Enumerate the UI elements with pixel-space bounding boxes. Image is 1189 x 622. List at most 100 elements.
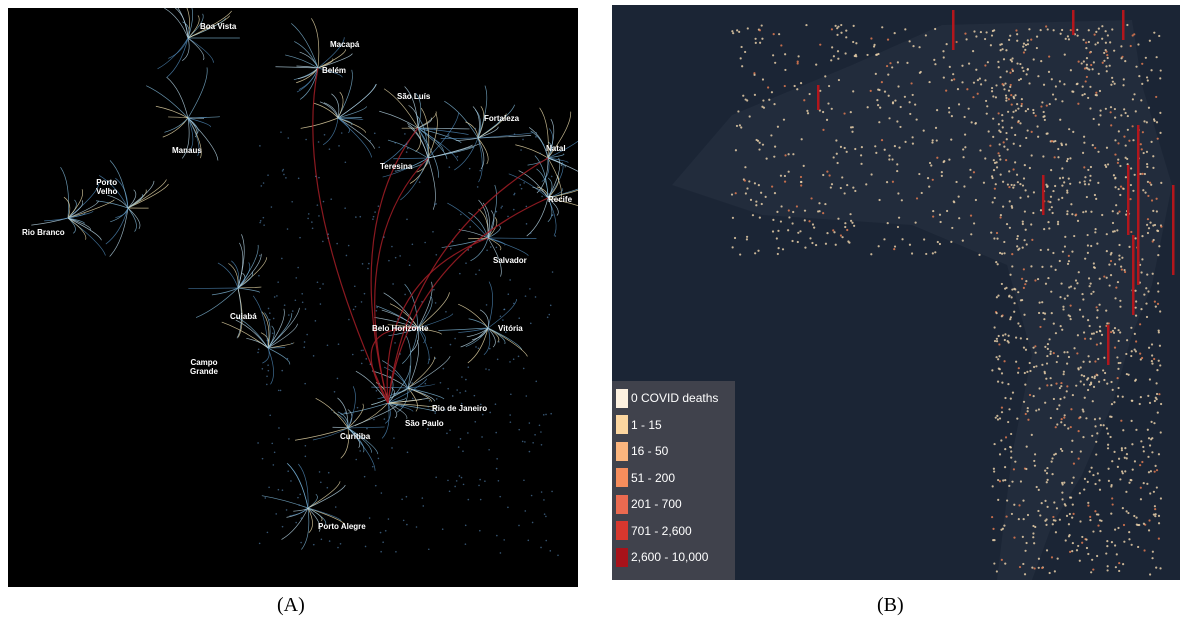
dot [266,375,268,377]
dot [465,262,467,264]
dot [754,94,756,96]
dot [1134,349,1136,351]
dot [1030,223,1032,225]
spike [1107,325,1110,365]
dot [1108,264,1110,266]
dot [1070,408,1072,410]
dot [391,447,393,449]
flow-line [334,412,348,428]
dot [801,138,803,140]
dot [936,109,938,111]
dot [1118,340,1120,342]
dot [1003,146,1005,148]
dot [1118,130,1120,132]
flow-line [478,133,533,138]
dot [945,90,947,92]
dot [1009,35,1011,37]
dot [1075,214,1077,216]
dot [923,130,925,132]
dot [1051,460,1053,462]
dot [740,46,742,48]
dot [991,175,993,177]
dot [513,303,515,305]
dot [1038,312,1040,314]
dot [932,210,934,212]
dot [1076,29,1078,31]
dot [1064,236,1066,238]
legend-item: 16 - 50 [616,440,668,462]
dot [1090,467,1092,469]
dot [1064,297,1066,299]
dot [1135,110,1137,112]
dot [734,237,736,239]
dot [1004,288,1006,290]
dot [1063,373,1065,375]
dot [1068,260,1070,262]
dot [295,299,297,301]
dot [268,486,270,488]
dot [873,45,875,47]
dot [1139,464,1141,466]
dot [980,31,982,33]
dot [874,145,876,147]
dot [1025,542,1027,544]
dot [1087,502,1089,504]
dot [385,530,387,532]
dot [521,188,523,190]
dot [1003,141,1005,143]
dot [288,438,290,440]
dot [393,437,395,439]
dot [773,103,775,105]
dot [832,229,834,231]
dot [1011,57,1013,59]
dot [870,253,872,255]
city-label: São Luís [397,92,430,101]
dot [1013,97,1015,99]
dot [999,143,1001,145]
dot [1074,287,1076,289]
dot [1012,168,1014,170]
dot [1145,302,1147,304]
dot [1027,407,1029,409]
dot [1072,394,1074,396]
city-label: Curitiba [340,432,370,441]
dot [1087,505,1089,507]
dot [835,25,837,27]
dot [1151,557,1153,559]
dot [1120,57,1122,59]
dot [447,388,449,390]
dot [1148,529,1150,531]
dot [1147,290,1149,292]
dot [838,79,840,81]
dot [757,250,759,252]
dot [996,166,998,168]
dot [1112,210,1114,212]
dot [1079,309,1081,311]
dot [1046,185,1048,187]
dot [927,177,929,179]
dot [523,368,525,370]
dot [932,139,934,141]
dot [499,496,501,498]
dot [932,215,934,217]
dot [894,245,896,247]
city-label: Natal [546,144,566,153]
dot [548,314,550,316]
dot [402,317,404,319]
dot [1079,181,1081,183]
dot [732,246,734,248]
dot [1158,35,1160,37]
dot [1067,35,1069,37]
dot [1057,557,1059,559]
dot [459,273,461,275]
dot [753,74,755,76]
dot [1143,120,1145,122]
dot [1014,461,1016,463]
legend-label: 51 - 200 [631,471,675,485]
city-label: São Paulo [405,419,444,428]
dot [972,96,974,98]
dot [1013,184,1015,186]
dot [1002,83,1004,85]
dot [1156,198,1158,200]
dot [984,157,986,159]
